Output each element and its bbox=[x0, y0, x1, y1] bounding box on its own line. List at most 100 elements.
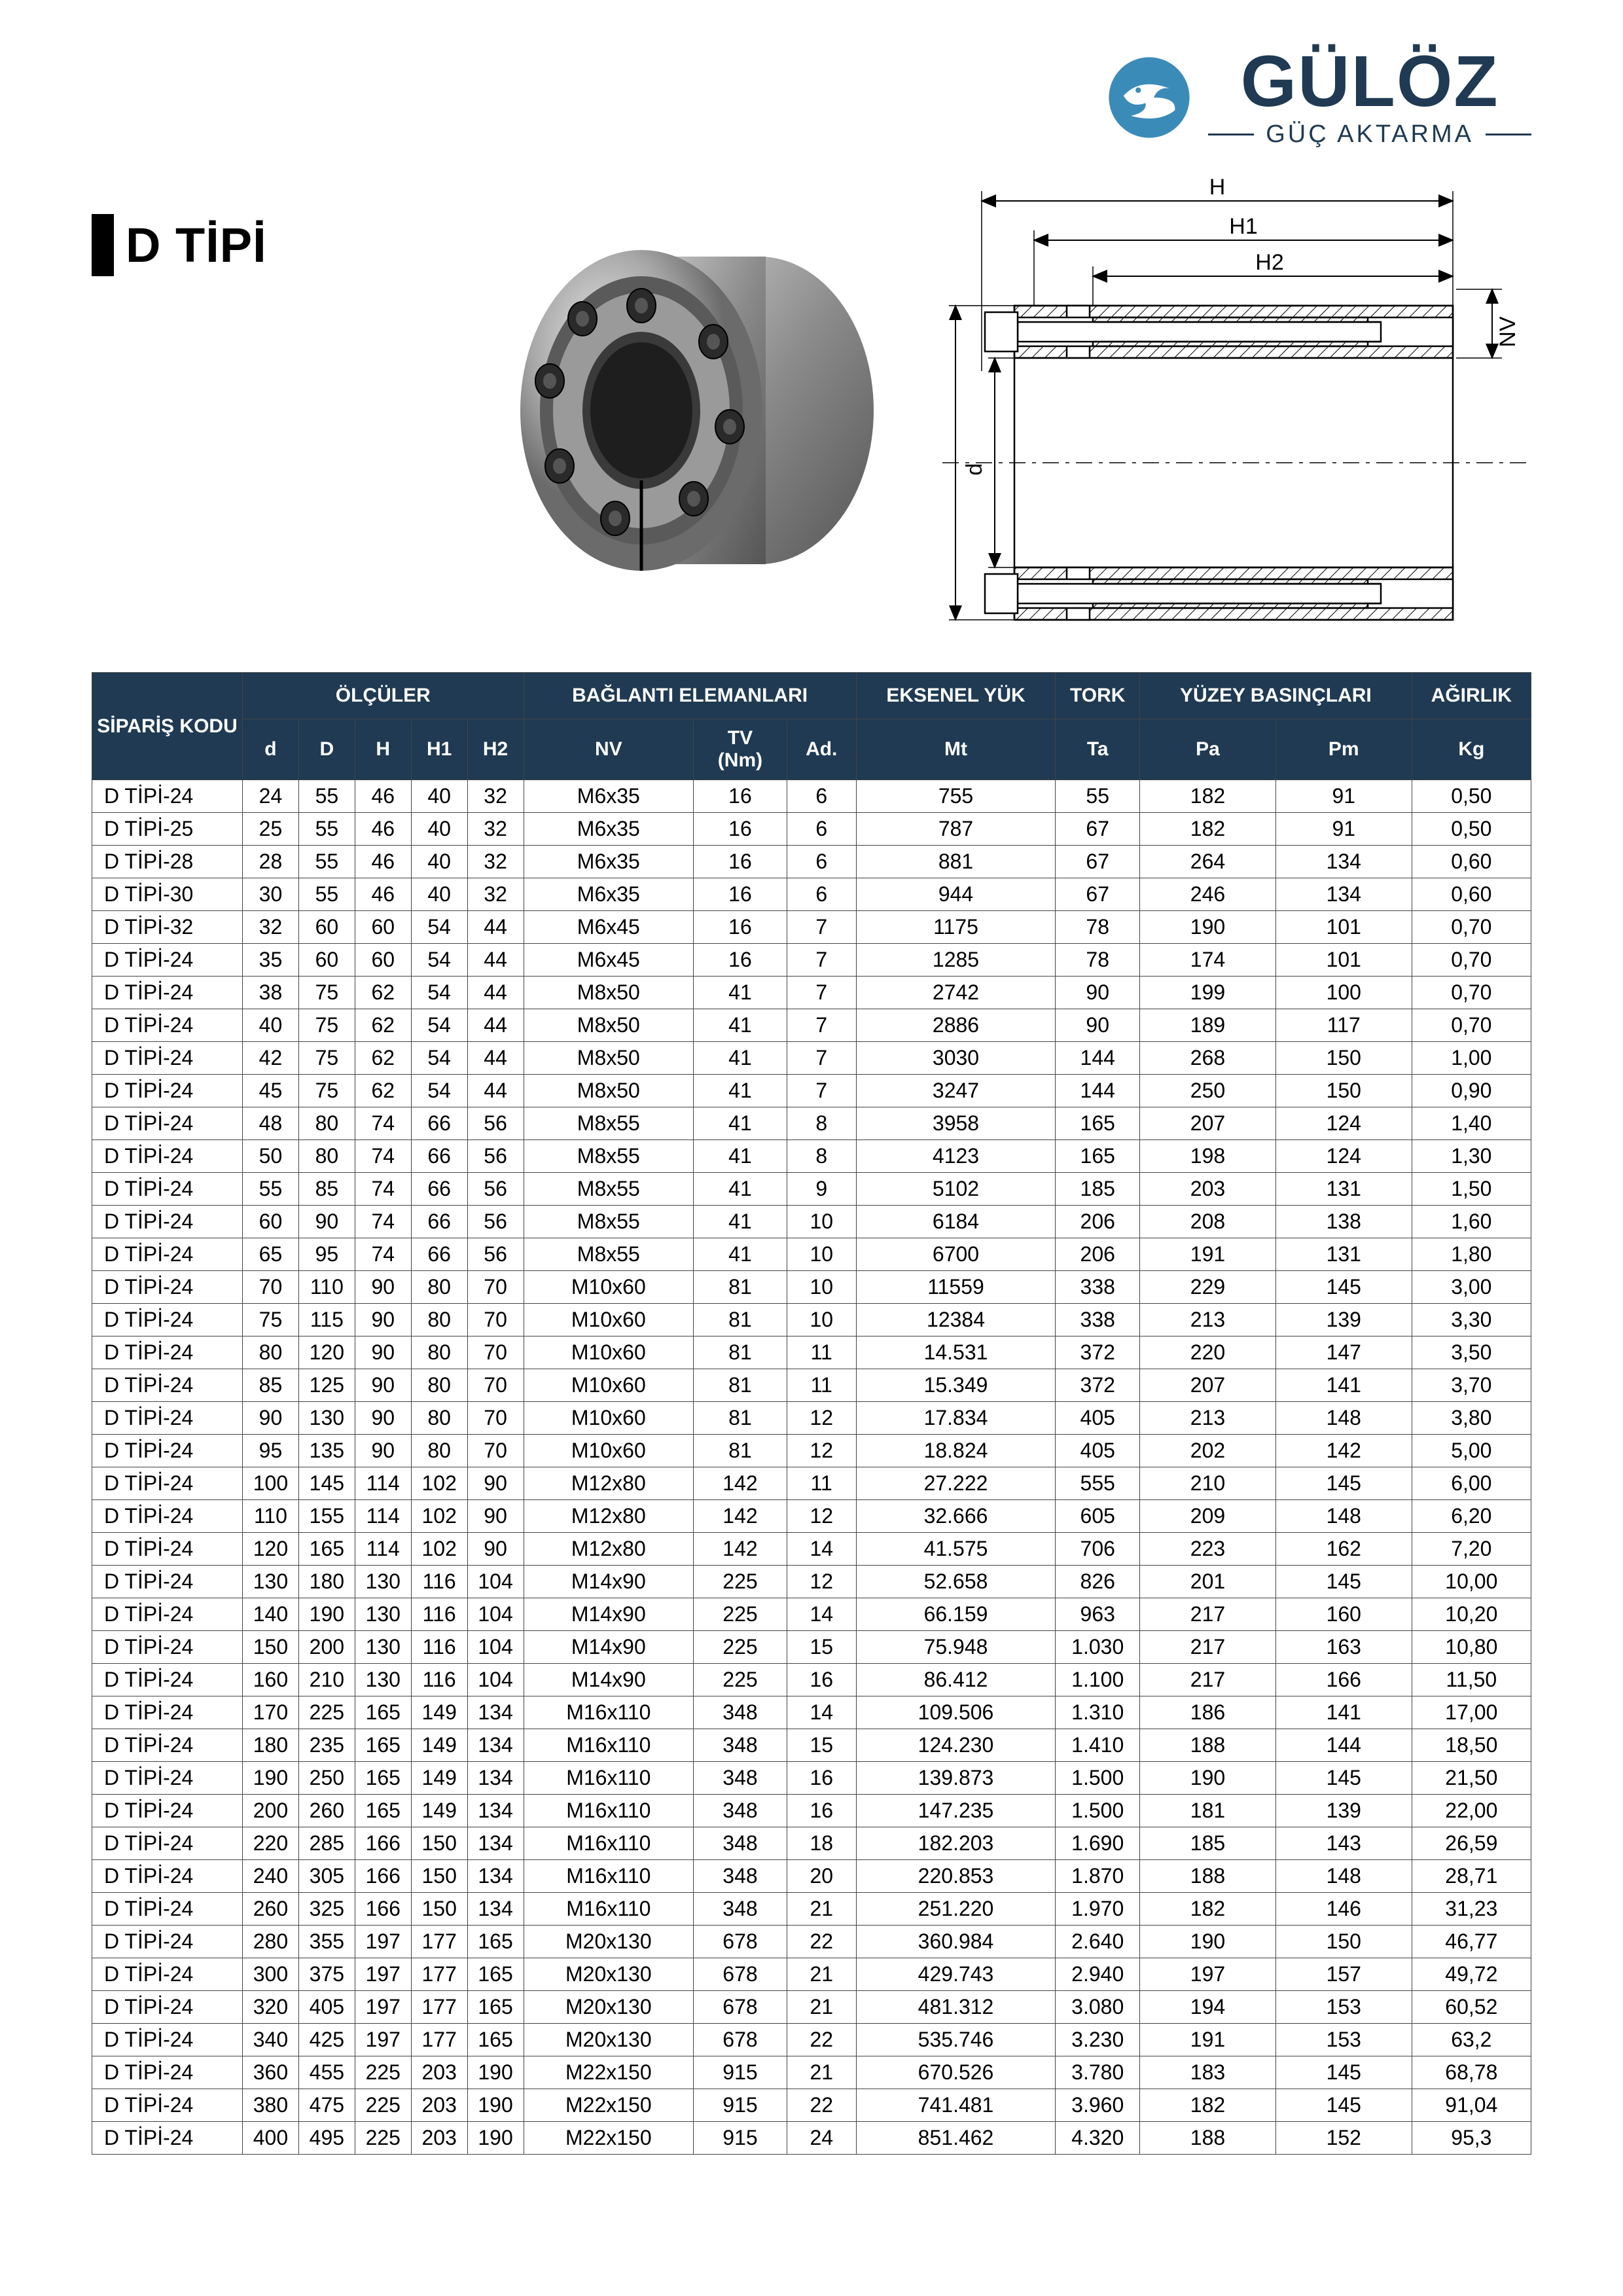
data-cell: 68,78 bbox=[1412, 2056, 1531, 2089]
data-cell: 52.658 bbox=[856, 1566, 1056, 1598]
order-code-cell: D TİPİ-24 bbox=[92, 1336, 243, 1369]
data-cell: 2886 bbox=[856, 1009, 1056, 1042]
table-row: D TİPİ-242455464032M6x3516675555182910,5… bbox=[92, 780, 1531, 813]
data-cell: 46 bbox=[355, 878, 411, 911]
data-cell: 17,00 bbox=[1412, 1696, 1531, 1729]
data-cell: M20x130 bbox=[524, 1991, 694, 2024]
table-row: D TİPİ-245080746656M8x554184123165198124… bbox=[92, 1140, 1531, 1173]
data-cell: 56 bbox=[467, 1107, 524, 1140]
data-cell: M20x130 bbox=[524, 1958, 694, 1991]
data-cell: M14x90 bbox=[524, 1631, 694, 1664]
data-cell: M6x35 bbox=[524, 780, 694, 813]
data-cell: 185 bbox=[1056, 1173, 1140, 1206]
order-code-cell: D TİPİ-24 bbox=[92, 1893, 243, 1926]
data-cell: 104 bbox=[467, 1631, 524, 1664]
data-cell: M16x110 bbox=[524, 1762, 694, 1795]
data-cell: 208 bbox=[1140, 1206, 1276, 1238]
data-cell: 375 bbox=[298, 1958, 355, 1991]
order-code-cell: D TİPİ-24 bbox=[92, 1729, 243, 1762]
dim-nv: NV bbox=[1495, 316, 1520, 348]
data-cell: 145 bbox=[298, 1467, 355, 1500]
data-cell: 90 bbox=[1056, 1009, 1140, 1042]
table-row: D TİPİ-24400495225203190M22x15091524851.… bbox=[92, 2122, 1531, 2155]
data-cell: 165 bbox=[355, 1696, 411, 1729]
data-cell: 250 bbox=[1140, 1075, 1276, 1107]
data-cell: 80 bbox=[243, 1336, 299, 1369]
table-row: D TİPİ-2475115908070M10x6081101238433821… bbox=[92, 1304, 1531, 1336]
table-row: D TİPİ-2480120908070M10x60811114.5313722… bbox=[92, 1336, 1531, 1369]
data-cell: 165 bbox=[1056, 1107, 1140, 1140]
data-cell: 134 bbox=[467, 1729, 524, 1762]
data-cell: 110 bbox=[298, 1271, 355, 1304]
data-cell: 190 bbox=[1140, 911, 1276, 944]
header: GÜLÖZ GÜÇ AKTARMA bbox=[92, 46, 1531, 149]
data-cell: 12 bbox=[787, 1402, 856, 1435]
data-cell: 142 bbox=[694, 1467, 787, 1500]
data-cell: 6 bbox=[787, 878, 856, 911]
data-cell: 197 bbox=[355, 1926, 411, 1958]
data-cell: M10x60 bbox=[524, 1304, 694, 1336]
data-cell: 213 bbox=[1140, 1304, 1276, 1336]
data-cell: M16x110 bbox=[524, 1893, 694, 1926]
data-cell: 46 bbox=[355, 780, 411, 813]
data-cell: 145 bbox=[1275, 2056, 1412, 2089]
order-code-cell: D TİPİ-28 bbox=[92, 846, 243, 878]
data-cell: 6184 bbox=[856, 1206, 1056, 1238]
data-cell: 66 bbox=[411, 1238, 467, 1271]
data-cell: 41 bbox=[694, 977, 787, 1009]
data-cell: 165 bbox=[467, 1926, 524, 1958]
col-header: Ta bbox=[1056, 719, 1140, 780]
order-code-cell: D TİPİ-24 bbox=[92, 1042, 243, 1075]
data-cell: 268 bbox=[1140, 1042, 1276, 1075]
order-code-cell: D TİPİ-24 bbox=[92, 1533, 243, 1566]
data-cell: 41 bbox=[694, 1042, 787, 1075]
data-cell: 165 bbox=[355, 1729, 411, 1762]
data-cell: 114 bbox=[355, 1500, 411, 1533]
data-cell: 182 bbox=[1140, 780, 1276, 813]
data-cell: 166 bbox=[355, 1860, 411, 1893]
data-cell: 203 bbox=[411, 2122, 467, 2155]
data-cell: 18,50 bbox=[1412, 1729, 1531, 1762]
data-cell: 41 bbox=[694, 1107, 787, 1140]
data-cell: 1.410 bbox=[1056, 1729, 1140, 1762]
data-cell: 149 bbox=[411, 1696, 467, 1729]
data-cell: 165 bbox=[1056, 1140, 1140, 1173]
data-cell: 90 bbox=[355, 1435, 411, 1467]
data-cell: 6,20 bbox=[1412, 1500, 1531, 1533]
data-cell: 74 bbox=[355, 1238, 411, 1271]
data-cell: 149 bbox=[411, 1729, 467, 1762]
data-cell: M14x90 bbox=[524, 1598, 694, 1631]
data-cell: 348 bbox=[694, 1696, 787, 1729]
data-cell: 199 bbox=[1140, 977, 1276, 1009]
data-cell: 210 bbox=[298, 1664, 355, 1696]
data-cell: 74 bbox=[355, 1206, 411, 1238]
data-cell: 22 bbox=[787, 2089, 856, 2122]
order-code-cell: D TİPİ-24 bbox=[92, 2122, 243, 2155]
data-cell: 325 bbox=[298, 1893, 355, 1926]
data-cell: M8x55 bbox=[524, 1173, 694, 1206]
data-cell: 1.970 bbox=[1056, 1893, 1140, 1926]
table-row: D TİPİ-24280355197177165M20x13067822360.… bbox=[92, 1926, 1531, 1958]
data-cell: 16 bbox=[694, 878, 787, 911]
data-cell: 144 bbox=[1056, 1042, 1140, 1075]
data-cell: 80 bbox=[411, 1271, 467, 1304]
brand-tagline: GÜÇ AKTARMA bbox=[1266, 120, 1474, 149]
data-cell: 66 bbox=[411, 1107, 467, 1140]
data-cell: 78 bbox=[1056, 944, 1140, 977]
data-cell: M20x130 bbox=[524, 1926, 694, 1958]
data-cell: 102 bbox=[411, 1500, 467, 1533]
data-cell: 3,70 bbox=[1412, 1369, 1531, 1402]
data-cell: 116 bbox=[411, 1631, 467, 1664]
data-cell: 851.462 bbox=[856, 2122, 1056, 2155]
data-cell: 62 bbox=[355, 1075, 411, 1107]
data-cell: 139 bbox=[1275, 1795, 1412, 1827]
data-cell: 67 bbox=[1056, 878, 1140, 911]
data-cell: 18.824 bbox=[856, 1435, 1056, 1467]
dim-h: H bbox=[1209, 175, 1226, 200]
table-row: D TİPİ-2412016511410290M12x801421441.575… bbox=[92, 1533, 1531, 1566]
data-cell: 165 bbox=[467, 1958, 524, 1991]
data-cell: 90 bbox=[355, 1402, 411, 1435]
data-cell: 31,23 bbox=[1412, 1893, 1531, 1926]
data-cell: 217 bbox=[1140, 1598, 1276, 1631]
data-cell: M14x90 bbox=[524, 1566, 694, 1598]
